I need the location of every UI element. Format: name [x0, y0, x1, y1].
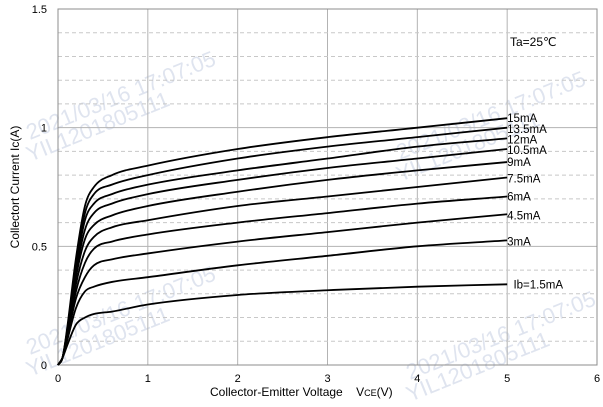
y-tick-labels: 0 0.5 1 1.5 [32, 4, 47, 372]
x-axis-label-symbol: V [356, 385, 364, 399]
x-axis-label-unit: (V) [377, 385, 393, 399]
curve-label: 7.5mA [507, 174, 541, 186]
curve-label: 15mA [507, 113, 537, 125]
curves [57, 117, 508, 366]
x-tick-label: 2 [235, 373, 241, 385]
x-tick-labels: 0 1 2 3 4 5 6 [55, 373, 600, 385]
x-tick-label: 1 [145, 373, 151, 385]
y-tick-label: 0 [41, 360, 47, 372]
x-tick-label: 6 [594, 373, 600, 385]
y-tick-label: 1.5 [32, 4, 47, 16]
y-tick-label: 0.5 [32, 241, 47, 253]
x-axis-label-subscript: CE [364, 388, 377, 398]
curve-label: Ib=1.5mA [513, 279, 563, 291]
x-tick-label: 3 [324, 373, 330, 385]
x-axis-label: Collector-Emitter Voltage VCE(V) [210, 385, 393, 399]
curve-label: 12mA [507, 135, 537, 147]
plot-frame [57, 8, 598, 366]
x-tick-label: 4 [414, 373, 420, 385]
curve-label: 3mA [507, 237, 531, 249]
curve-label: 13.5mA [507, 124, 547, 136]
curve-label: 4.5mA [507, 210, 541, 222]
curve-3ma [57, 239, 508, 366]
x-tick-label: 0 [55, 373, 61, 385]
grid [58, 9, 597, 365]
curve-ib-1-5ma [57, 283, 508, 366]
y-tick-label: 1 [41, 123, 47, 135]
curve-label: 9mA [507, 157, 531, 169]
curve-label: 6mA [507, 191, 531, 203]
y-axis-label: Collectort Current Ic(A) [8, 126, 22, 249]
curve-label: 10.5mA [507, 145, 547, 157]
x-axis-label-text: Collector-Emitter Voltage [210, 385, 343, 399]
x-tick-label: 5 [504, 373, 510, 385]
temperature-annotation: Ta=25℃ [510, 35, 557, 49]
